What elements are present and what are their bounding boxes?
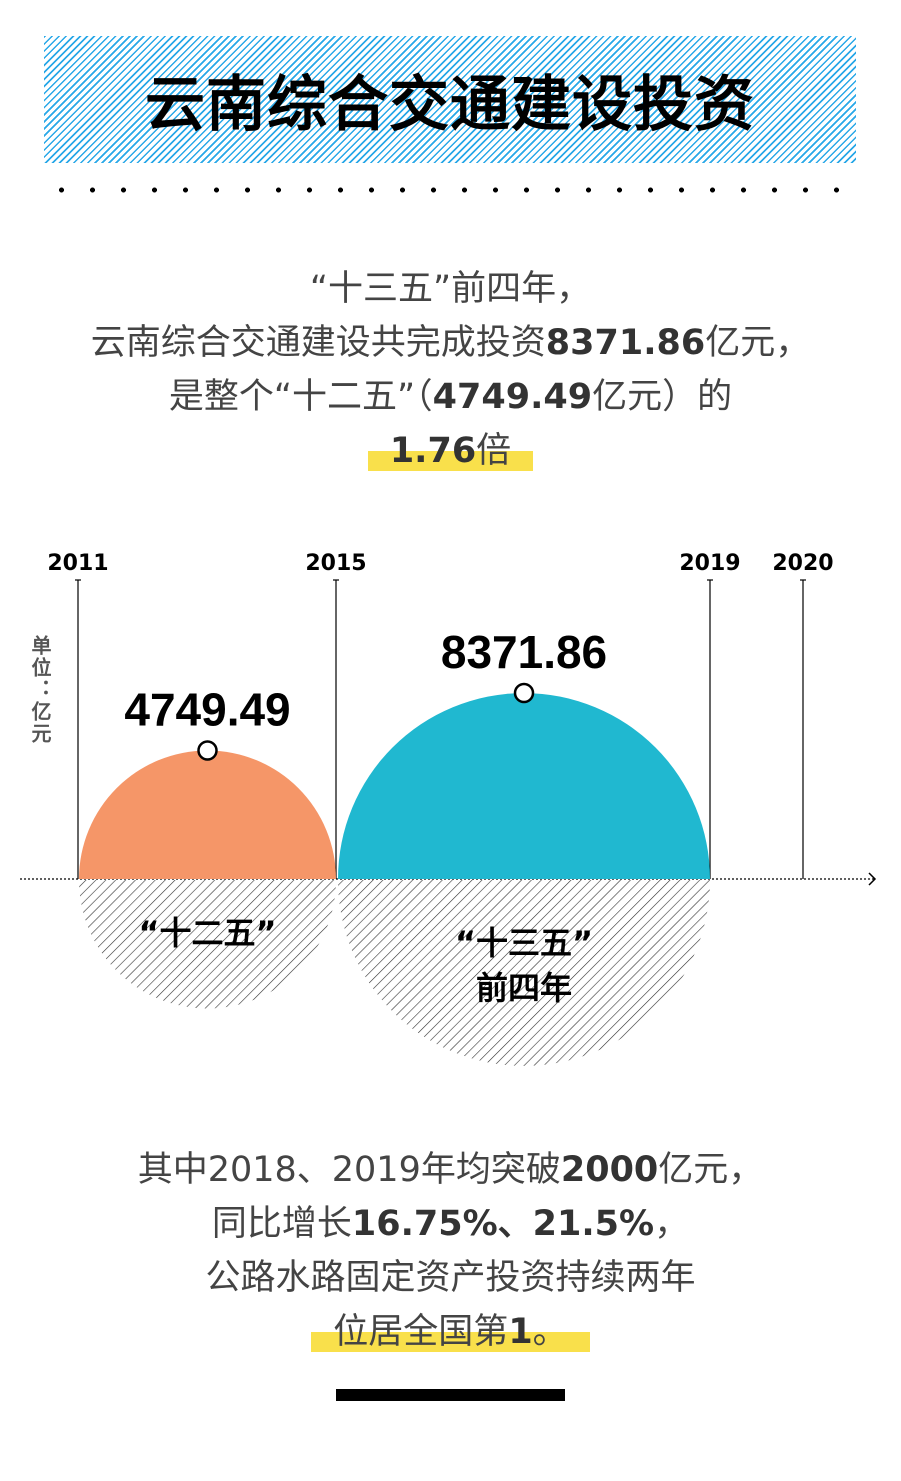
text: 亿元，	[658, 1150, 764, 1190]
intro-text: “十三五”前四年， 云南综合交通建设共完成投资8371.86亿元， 是整个“十二…	[0, 262, 901, 478]
summary-line-1: 其中2018、2019年均突破2000亿元，	[0, 1143, 901, 1197]
ratio-highlight: 1.76倍	[367, 431, 534, 471]
hatched-semicircle-1	[79, 880, 336, 1009]
ratio-value: 1.76	[389, 431, 477, 471]
summary-line-4: 位居全国第1。	[0, 1305, 901, 1359]
title-banner: 云南综合交通建设投资	[44, 36, 856, 163]
period-label: “十三五”	[455, 924, 593, 962]
page-title: 云南综合交通建设投资	[145, 70, 755, 140]
value-marker	[197, 740, 218, 761]
prior-value: 4749.49	[432, 377, 593, 417]
text: 云南综合交通建设共完成投资	[90, 323, 546, 363]
year-label: 2020	[772, 551, 833, 576]
footer-bar	[336, 1389, 565, 1401]
intro-line-3: 是整个“十二五”（4749.49亿元）的	[0, 370, 901, 424]
period-semicircle-1	[79, 750, 336, 879]
year-label: 2015	[305, 551, 366, 576]
text: 倍	[476, 431, 512, 471]
total-value: 8371.86	[545, 323, 706, 363]
unit-label: 单位：亿元	[28, 634, 52, 745]
period-label: “十二五”	[138, 914, 276, 952]
rank-value: 1	[508, 1312, 533, 1352]
intro-line-2: 云南综合交通建设共完成投资8371.86亿元，	[0, 316, 901, 370]
summary-text: 其中2018、2019年均突破2000亿元， 同比增长16.75%、21.5%，…	[0, 1143, 901, 1359]
text: 是整个“十二五”（	[168, 377, 433, 417]
text: 亿元，	[705, 323, 811, 363]
axis-arrow-icon	[868, 872, 877, 886]
rank-highlight: 位居全国第1。	[311, 1312, 590, 1352]
value-label: 8371.86	[441, 626, 607, 678]
text: 位居全国第	[333, 1312, 509, 1352]
value-marker	[513, 682, 535, 704]
text: 。	[532, 1312, 568, 1352]
text: 同比增长	[211, 1204, 352, 1244]
semicircle-chart: 单位：亿元 2011 2015 2019 2020 4749.49 “十二五” 8371.8…	[20, 551, 877, 1066]
year-label: 2019	[679, 551, 740, 576]
hatched-semicircle-2	[338, 880, 710, 1066]
value: 2000	[560, 1150, 659, 1190]
text: 亿元）的	[592, 377, 733, 417]
text: 其中2018、2019年均突破	[137, 1150, 561, 1190]
summary-line-3: 公路水路固定资产投资持续两年	[205, 1258, 696, 1298]
year-label: 2011	[47, 551, 108, 576]
period-sublabel: 前四年	[476, 969, 572, 1007]
growth-values: 16.75%、21.5%	[351, 1204, 655, 1244]
period-semicircle-2	[338, 693, 710, 879]
dotted-divider	[46, 187, 858, 193]
intro-line-1: “十三五”前四年，	[309, 269, 592, 309]
intro-line-4: 1.76倍	[0, 424, 901, 478]
value-label: 4749.49	[124, 684, 290, 736]
text: ，	[654, 1204, 690, 1244]
summary-line-2: 同比增长16.75%、21.5%，	[0, 1197, 901, 1251]
